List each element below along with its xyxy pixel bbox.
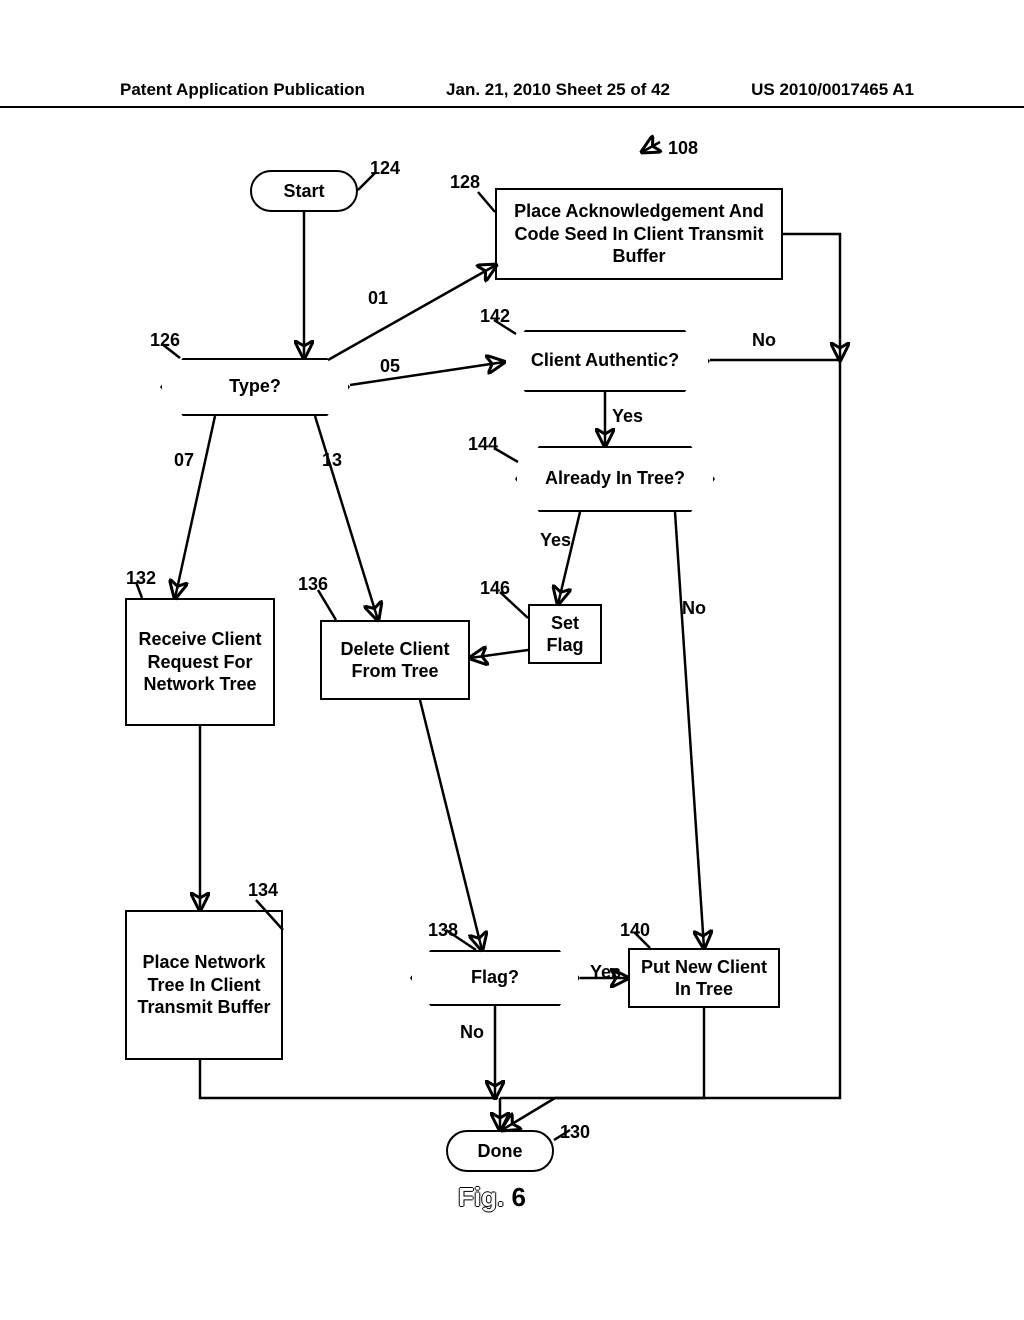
ref-130: 130 [560, 1122, 590, 1143]
node-auth-label: Client Authentic? [531, 350, 679, 372]
node-setflag: Set Flag [528, 604, 602, 664]
node-already-label: Already In Tree? [545, 468, 685, 490]
node-ack-label: Place Acknowledgement And Code Seed In C… [505, 200, 773, 268]
node-putnew-label: Put New Client In Tree [638, 956, 770, 1001]
node-setflag-label: Set Flag [538, 612, 592, 657]
node-recv: Receive Client Request For Network Tree [125, 598, 275, 726]
edge-auth-yes: Yes [612, 406, 643, 427]
ref-138: 138 [428, 920, 458, 941]
ref-124: 124 [370, 158, 400, 179]
node-ack: Place Acknowledgement And Code Seed In C… [495, 188, 783, 280]
figure-caption: Fig. 6 [458, 1182, 526, 1213]
ref-146: 146 [480, 578, 510, 599]
node-place: Place Network Tree In Client Transmit Bu… [125, 910, 283, 1060]
ref-136: 136 [298, 574, 328, 595]
fig-num: 6 [511, 1182, 525, 1212]
node-flag: Flag? [410, 950, 580, 1006]
edge-already-yes: Yes [540, 530, 571, 551]
node-done: Done [446, 1130, 554, 1172]
ref-128: 128 [450, 172, 480, 193]
page-header: Patent Application Publication Jan. 21, … [0, 80, 1024, 108]
edge-flag-no: No [460, 1022, 484, 1043]
header-center: Jan. 21, 2010 Sheet 25 of 42 [446, 80, 670, 100]
edge-flag-yes: Yes [590, 962, 621, 983]
node-start: Start [250, 170, 358, 212]
node-done-label: Done [478, 1140, 523, 1163]
fig-prefix: Fig. [458, 1182, 504, 1212]
node-type: Type? [160, 358, 350, 416]
ref-134: 134 [248, 880, 278, 901]
node-already: Already In Tree? [515, 446, 715, 512]
edge-already-no: No [682, 598, 706, 619]
ref-126: 126 [150, 330, 180, 351]
node-type-label: Type? [229, 376, 281, 398]
node-auth: Client Authentic? [500, 330, 710, 392]
header-left: Patent Application Publication [120, 80, 365, 100]
node-recv-label: Receive Client Request For Network Tree [135, 628, 265, 696]
edge-07: 07 [174, 450, 194, 471]
header-row: Patent Application Publication Jan. 21, … [0, 80, 1024, 100]
edge-13: 13 [322, 450, 342, 471]
node-del-label: Delete Client From Tree [330, 638, 460, 683]
ref-140: 140 [620, 920, 650, 941]
edge-01: 01 [368, 288, 388, 309]
node-putnew: Put New Client In Tree [628, 948, 780, 1008]
flowchart: 108 Start 124 Place Acknowledgement And … [80, 130, 950, 1230]
node-place-label: Place Network Tree In Client Transmit Bu… [135, 951, 273, 1019]
page: Patent Application Publication Jan. 21, … [0, 0, 1024, 1320]
node-del: Delete Client From Tree [320, 620, 470, 700]
edge-auth-no: No [752, 330, 776, 351]
node-flag-label: Flag? [471, 967, 519, 989]
ref-142: 142 [480, 306, 510, 327]
node-start-label: Start [283, 180, 324, 203]
edge-05: 05 [380, 356, 400, 377]
ref-132: 132 [126, 568, 156, 589]
header-right: US 2010/0017465 A1 [751, 80, 914, 100]
ref-144: 144 [468, 434, 498, 455]
ref-108: 108 [668, 138, 698, 159]
